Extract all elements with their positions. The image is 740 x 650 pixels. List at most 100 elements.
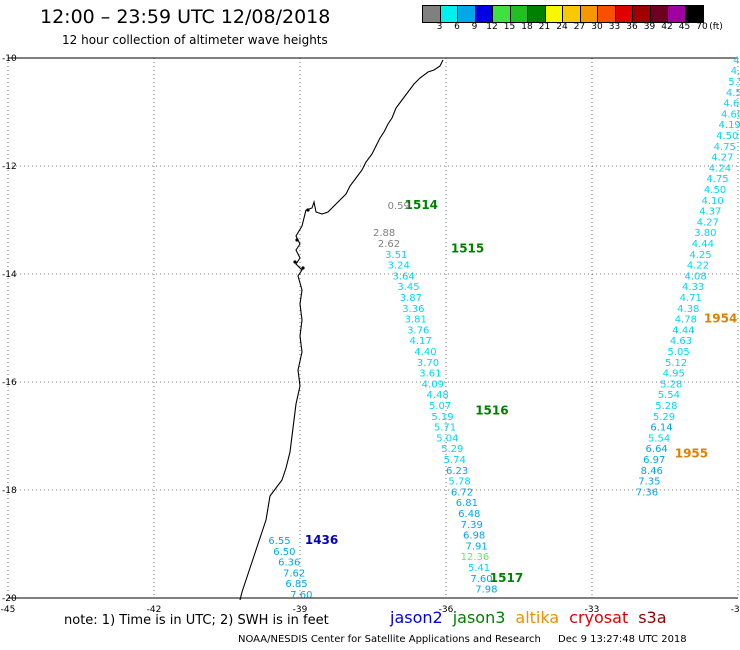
wave-height-value: 5.54 <box>658 390 680 401</box>
lon-tick-label: -45 <box>1 605 16 615</box>
wave-height-value: 4.40 <box>414 347 436 358</box>
wave-height-value: 6.55 <box>268 536 290 547</box>
wave-height-value: 4.17 <box>410 336 432 347</box>
wave-height-value: 6.81 <box>456 498 478 509</box>
pass-label: 1436 <box>305 533 338 547</box>
wave-height-value: 3.51 <box>385 250 407 261</box>
wave-height-value: 4.37 <box>699 207 721 218</box>
track-1436: 6.556.506.367.626.857.60 <box>268 536 312 601</box>
legend-label: 18 <box>521 22 533 32</box>
island-mark <box>295 238 299 242</box>
wave-height-value: 3.61 <box>419 369 441 380</box>
wave-height-value: 4.08 <box>684 271 706 282</box>
legend-label: 30 <box>591 22 603 32</box>
wave-height-value: 4.44 <box>692 239 714 250</box>
wave-height-value: 12.36 <box>461 552 490 563</box>
legend-swatch <box>615 6 633 22</box>
satellite-altika: altika <box>515 608 560 627</box>
wave-height-value: 4.54 <box>731 66 740 77</box>
legend-label: 36 <box>626 22 638 32</box>
wave-height-value: 4.50 <box>716 131 738 142</box>
wave-height-value: 4.78 <box>675 315 697 326</box>
wave-height-value: 6.23 <box>446 466 468 477</box>
legend-label: 12 <box>486 22 498 32</box>
wave-height-value: 4.75 <box>714 142 736 153</box>
wave-height-value: 8.46 <box>641 466 663 477</box>
legend-label: 9 <box>471 22 478 32</box>
wave-height-value: 3.24 <box>388 261 410 272</box>
legend-unit: (ft) <box>709 22 723 32</box>
wave-height-value: 4.09 <box>422 379 444 390</box>
wave-height-value: 7.62 <box>283 568 305 579</box>
wave-height-value: 5.28 <box>660 379 682 390</box>
wave-height-value: 4.8 <box>733 55 740 66</box>
wave-height-value: 4.71 <box>680 293 702 304</box>
island-mark <box>306 208 310 212</box>
legend-label: 70 <box>696 22 708 32</box>
wave-height-value: 3.36 <box>402 304 424 315</box>
pass-label: 1514 <box>405 198 438 212</box>
wave-height-value: 0.59 <box>388 201 410 212</box>
map-grid <box>7 57 739 599</box>
wave-height-value: 5.28 <box>655 401 677 412</box>
legend-swatch <box>510 6 528 22</box>
wave-height-value: 7.35 <box>638 477 660 488</box>
axis-labels: -45 -42 -39 -36 -33 -30 -10 -12 -14 -16 -18 -20 <box>1 54 740 615</box>
wave-height-value: 6.50 <box>273 547 295 558</box>
wave-height-value: 5.29 <box>441 444 463 455</box>
wave-height-value: 5.04 <box>436 433 458 444</box>
wave-height-value: 3.81 <box>405 315 427 326</box>
lon-tick-label: -30 <box>731 605 740 615</box>
legend-label: 33 <box>608 22 621 32</box>
wave-height-value: 4.50 <box>704 185 726 196</box>
wave-height-value: 3.87 <box>400 293 422 304</box>
wave-height-value: 5.71 <box>434 423 456 434</box>
legend-swatch <box>580 6 598 22</box>
wave-height-value: 5.59 <box>728 77 740 88</box>
pass-label: 1515 <box>451 241 484 255</box>
legend-label: 39 <box>643 22 656 32</box>
wave-height-value: 3.70 <box>417 358 439 369</box>
wave-height-value: 4.25 <box>689 250 711 261</box>
wave-height-value: 4.63 <box>670 336 692 347</box>
legend-label: 6 <box>454 22 460 32</box>
wave-height-value: 6.64 <box>646 444 668 455</box>
wave-height-value: 4.44 <box>672 325 694 336</box>
wave-height-value: 5.05 <box>667 347 689 358</box>
color-legend <box>422 5 704 23</box>
wave-height-value: 7.60 <box>470 574 492 585</box>
wave-height-value: 7.39 <box>461 520 483 531</box>
legend-label: 24 <box>556 22 568 32</box>
wave-height-value: 5.29 <box>653 412 675 423</box>
legend-label: 3 <box>436 22 443 32</box>
wave-height-tracks: 0.59 2.882.623.513.243.643.453.873.363.81… <box>268 55 740 601</box>
legend-swatch <box>440 6 458 22</box>
satellite-jason3: jason3 <box>452 608 506 627</box>
island-mark <box>301 266 305 270</box>
satellite-s3a: s3a <box>638 608 667 627</box>
wave-height-value: 5.78 <box>448 477 470 488</box>
coastline <box>239 59 444 601</box>
lat-tick-label: -14 <box>2 270 17 280</box>
wave-height-value: 7.98 <box>475 585 497 596</box>
legend-swatch <box>545 6 563 22</box>
wave-height-value: 7.36 <box>636 487 658 498</box>
legend-swatch <box>598 6 616 22</box>
wave-height-value: 6.97 <box>643 455 665 466</box>
track-1514-1517: 0.59 2.882.623.513.243.643.453.873.363.81… <box>373 201 497 595</box>
map-title: 12:00 – 23:59 UTC 12/08/2018 <box>40 6 331 28</box>
wave-height-value: 3.45 <box>397 282 419 293</box>
satellite-cryosat: cryosat <box>569 608 629 627</box>
wave-height-value: 6.72 <box>451 487 473 498</box>
wave-height-value: 5.12 <box>665 358 687 369</box>
legend-swatch <box>493 6 511 22</box>
note-text: note: 1) Time is in UTC; 2) SWH is in fe… <box>64 613 329 628</box>
legend-label: 45 <box>678 22 691 32</box>
island-mark <box>293 260 297 264</box>
lat-tick-label: -18 <box>2 486 17 496</box>
wave-height-value: 5.74 <box>444 455 466 466</box>
legend-label: 27 <box>573 22 586 32</box>
wave-height-value: 6.48 <box>458 509 480 520</box>
pass-label: 1517 <box>490 571 523 585</box>
